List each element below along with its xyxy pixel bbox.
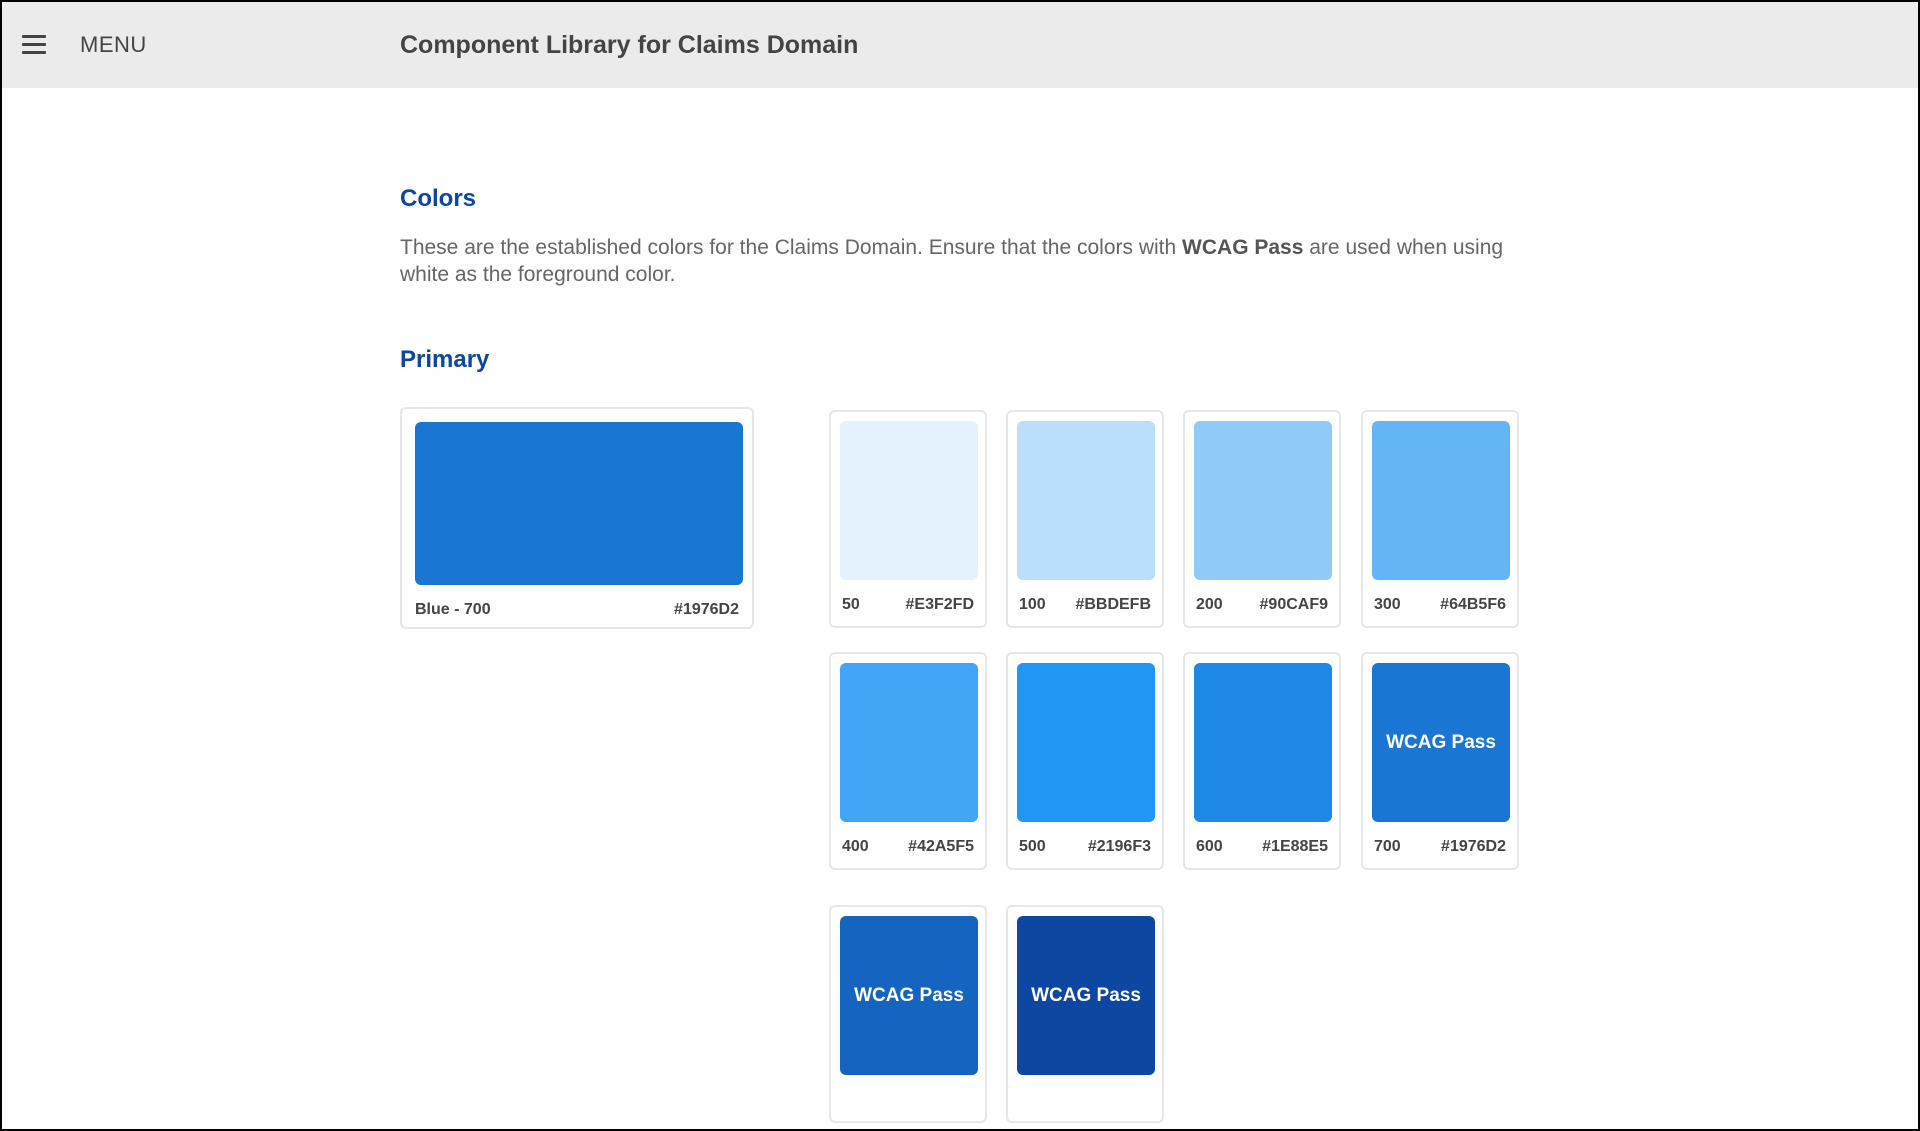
color-shade-card: 50 #E3F2FD [829,410,987,628]
description-text-start: These are the established colors for the… [400,236,1183,259]
color-shade-number: 600 [1196,838,1223,855]
color-shade-hex: #BBDEFB [1075,596,1151,613]
top-header: MENU Component Library for Claims Domain [2,2,1918,88]
color-shade-hex: #1E88E5 [1262,838,1328,855]
primary-main-swatch [415,422,743,585]
color-shade-card: WCAG Pass [829,905,987,1123]
color-shade-swatch [1194,421,1332,580]
color-shade-swatch [1017,663,1155,822]
color-shade-card: 100 #BBDEFB [1006,410,1164,628]
primary-main-color-hex: #1976D2 [674,601,739,618]
color-shade-number: 300 [1374,596,1401,613]
color-shade-card: 600 #1E88E5 [1183,652,1341,870]
description-text-bold: WCAG Pass [1182,236,1304,259]
color-shade-swatch: WCAG Pass [840,916,978,1075]
color-shade-card: 200 #90CAF9 [1183,410,1341,628]
color-shade-hex: #90CAF9 [1259,596,1328,613]
primary-main-color-card: Blue - 700 #1976D2 [400,407,754,629]
colors-heading: Colors [400,185,477,212]
wcag-pass-label: WCAG Pass [1031,984,1141,1006]
color-shade-swatch: WCAG Pass [1372,663,1510,822]
wcag-pass-label: WCAG Pass [1386,731,1496,753]
wcag-pass-label: WCAG Pass [854,984,964,1006]
page-title: Component Library for Claims Domain [400,31,859,59]
hamburger-menu-icon[interactable] [22,35,46,55]
color-shade-card: 500 #2196F3 [1006,652,1164,870]
color-shade-number: 700 [1374,838,1401,855]
color-shade-swatch: WCAG Pass [1017,916,1155,1075]
color-shade-swatch [840,421,978,580]
color-shade-hex: #1976D2 [1441,838,1506,855]
color-shade-number: 100 [1019,596,1046,613]
color-shade-hex: #E3F2FD [905,596,974,613]
color-shade-number: 200 [1196,596,1223,613]
color-shade-number: 500 [1019,838,1046,855]
color-shade-hex: #64B5F6 [1440,596,1506,613]
primary-main-color-name: Blue - 700 [415,601,491,618]
color-shade-number: 50 [842,596,860,613]
color-shade-swatch [1017,421,1155,580]
color-shade-hex: #42A5F5 [908,838,974,855]
color-shade-swatch [1194,663,1332,822]
menu-button-label[interactable]: MENU [80,32,147,57]
color-shade-swatch [840,663,978,822]
color-shade-number: 400 [842,838,869,855]
color-shade-card: WCAG Pass [1006,905,1164,1123]
description-text-end: are used when using white as the foregro… [400,236,1504,286]
color-shade-card: 300 #64B5F6 [1361,410,1519,628]
color-shade-swatch [1372,421,1510,580]
color-shade-hex: #2196F3 [1087,838,1151,855]
color-shade-card: WCAG Pass 700 #1976D2 [1361,652,1519,870]
color-shade-card: 400 #42A5F5 [829,652,987,870]
primary-heading: Primary [400,346,490,373]
colors-description: These are the established colors for the… [400,234,1510,288]
